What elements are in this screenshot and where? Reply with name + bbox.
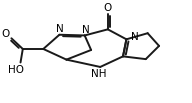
Text: N: N xyxy=(82,25,89,35)
Text: O: O xyxy=(2,29,10,39)
Text: NH: NH xyxy=(91,69,106,79)
Text: HO: HO xyxy=(8,65,24,75)
Text: O: O xyxy=(104,3,112,13)
Text: N: N xyxy=(55,24,63,34)
Text: N: N xyxy=(131,32,139,42)
